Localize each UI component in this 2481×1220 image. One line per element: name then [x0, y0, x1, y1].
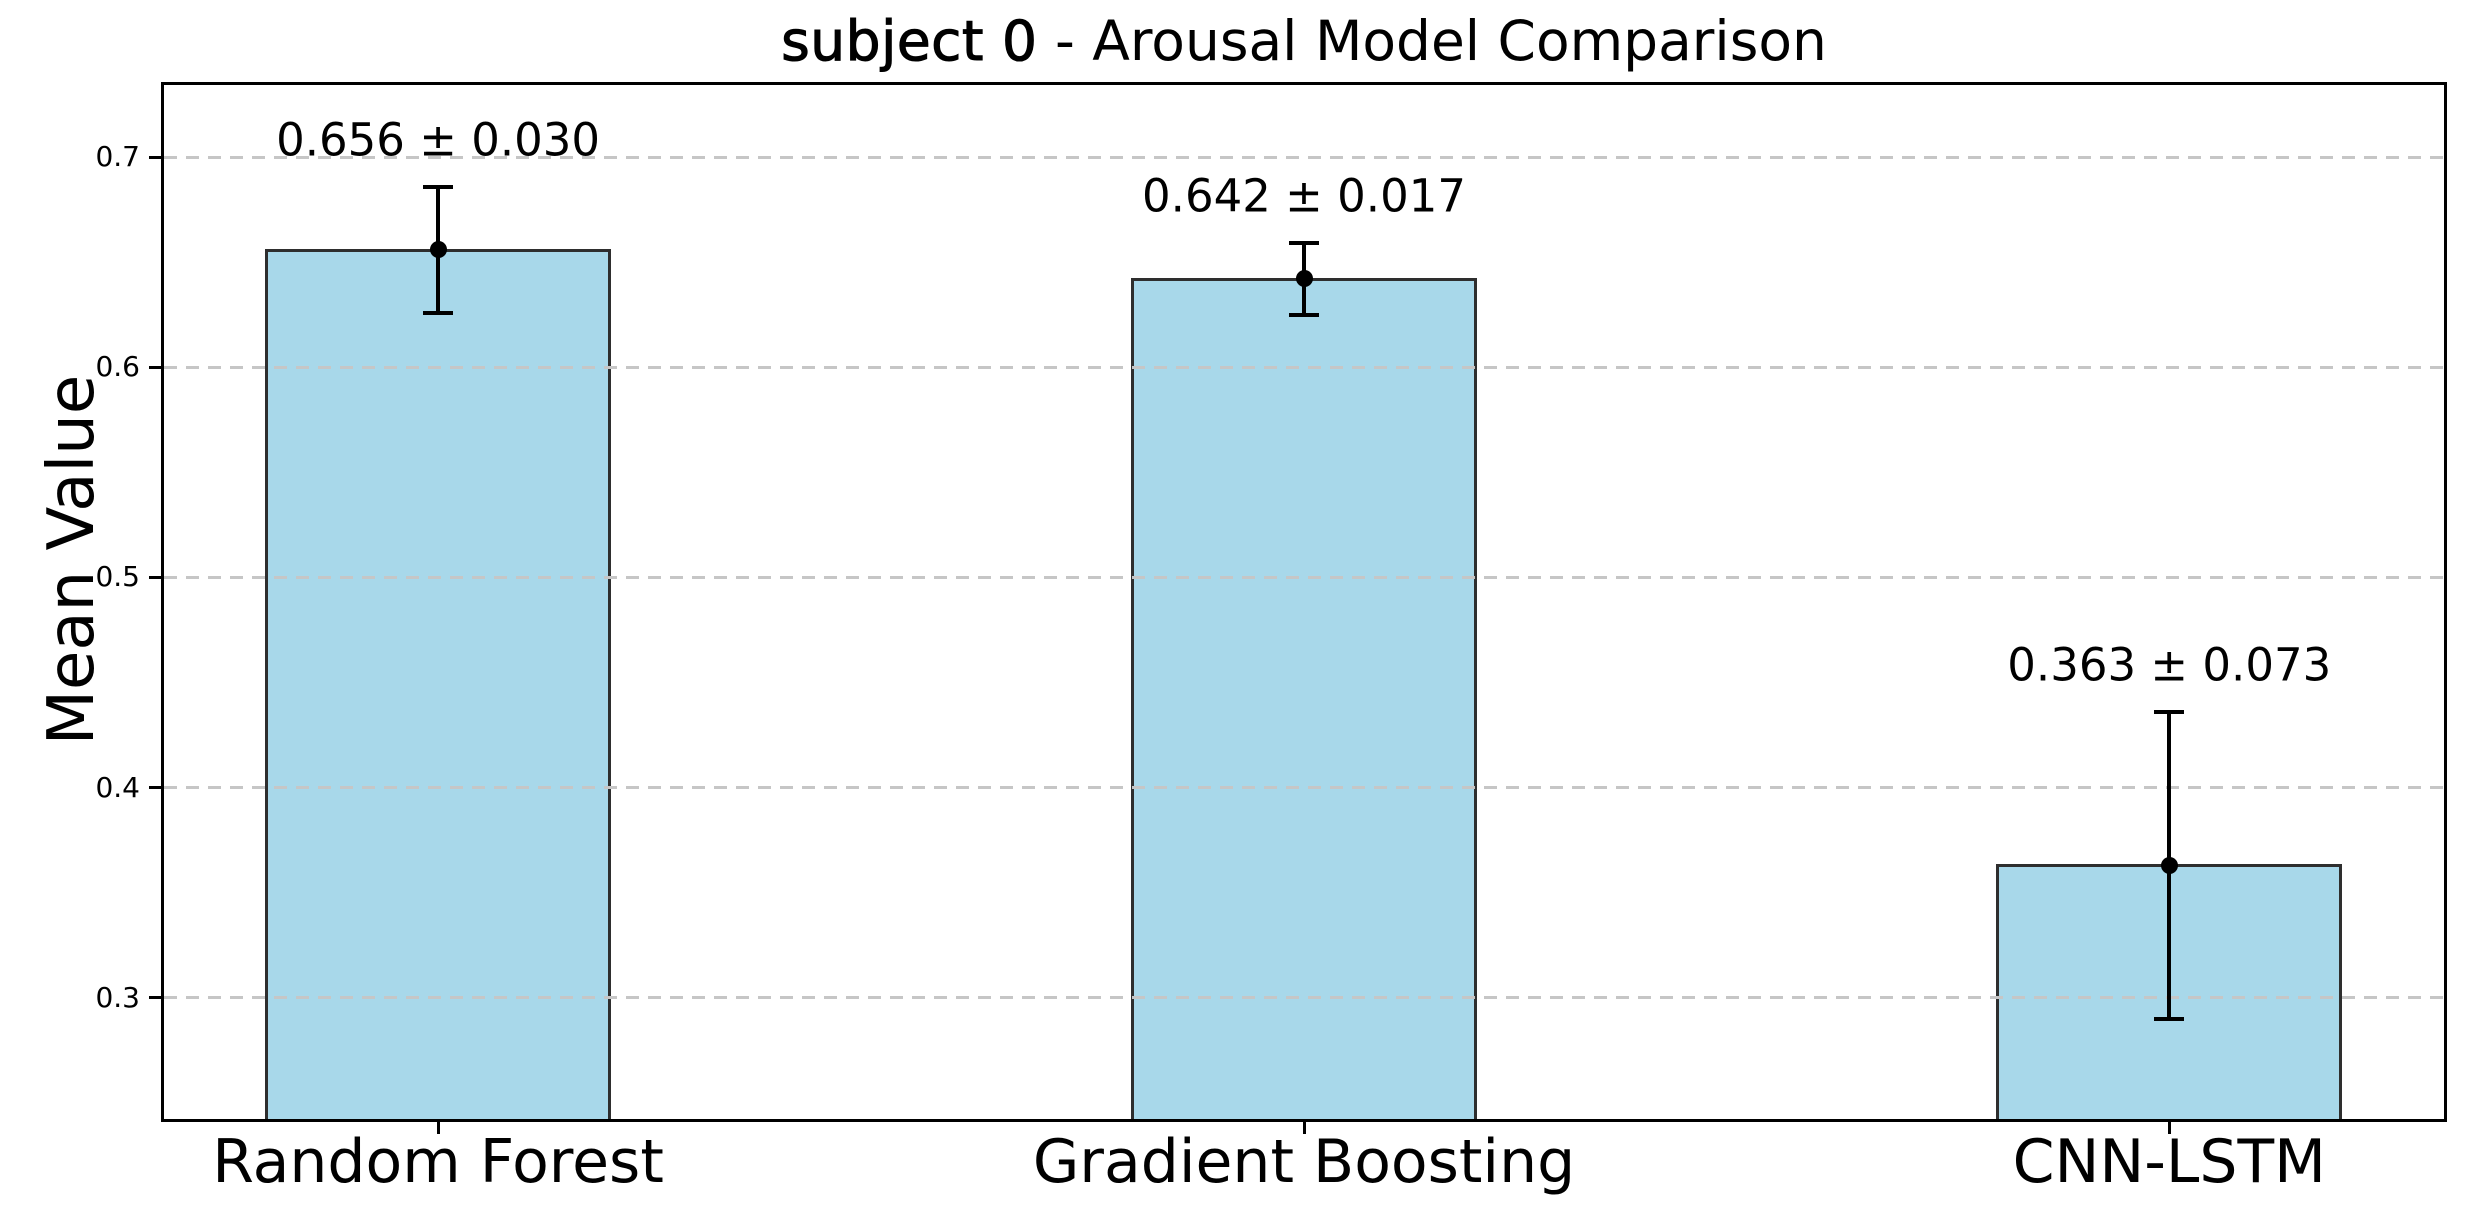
y-tick-mark: [149, 155, 161, 159]
bar-value-label: 0.656 ± 0.030: [276, 113, 601, 166]
bar-random-forest: [265, 248, 612, 1119]
gridline-y-0.7: [164, 155, 2444, 159]
error-bar-cap: [2154, 1016, 2185, 1021]
y-tick-label: 0.7: [95, 140, 140, 174]
error-bar-marker: [1295, 270, 1313, 288]
y-tick-label: 0.3: [95, 980, 140, 1014]
y-tick-mark: [149, 575, 161, 579]
y-tick-mark: [149, 786, 161, 790]
x-tick-label-gradient-boosting: Gradient Boosting: [1032, 1127, 1576, 1197]
x-tick-label-random-forest: Random Forest: [212, 1127, 664, 1197]
error-bar-marker: [2160, 856, 2178, 874]
y-tick-label: 0.6: [95, 350, 140, 384]
gridline-y-0.6: [164, 365, 2444, 369]
gridline-y-0.5: [164, 575, 2444, 579]
x-tick-mark: [1302, 1122, 1306, 1134]
bar-gradient-boosting: [1131, 277, 1477, 1119]
error-bar-cap: [423, 310, 454, 315]
gridline-y-0.4: [164, 786, 2444, 790]
x-tick-mark: [2167, 1122, 2171, 1134]
y-tick-label: 0.5: [95, 560, 140, 594]
error-bar-marker: [429, 241, 447, 259]
chart-title-suffix: - Arousal Model Comparison: [1037, 9, 1827, 73]
y-axis-label: Mean Value: [35, 374, 109, 746]
y-tick-label: 0.4: [95, 770, 140, 804]
gridline-y-0.3: [164, 996, 2444, 1000]
error-bar-cap: [1289, 312, 1319, 317]
bar-value-label: 0.363 ± 0.073: [2007, 638, 2332, 692]
y-tick-mark: [149, 365, 161, 369]
x-tick-label-cnn-lstm: CNN-LSTM: [2012, 1127, 2326, 1197]
error-bar-cap: [2154, 709, 2185, 714]
y-tick-mark: [149, 996, 161, 1000]
bar-value-label: 0.642 ± 0.017: [1142, 169, 1466, 223]
error-bar-cap: [1289, 241, 1319, 246]
error-bar-cap: [423, 184, 454, 189]
chart-title-prefix: subject 0: [781, 8, 1038, 73]
chart-title: subject 0 - Arousal Model Comparison: [781, 8, 1827, 73]
x-tick-mark: [436, 1122, 440, 1134]
